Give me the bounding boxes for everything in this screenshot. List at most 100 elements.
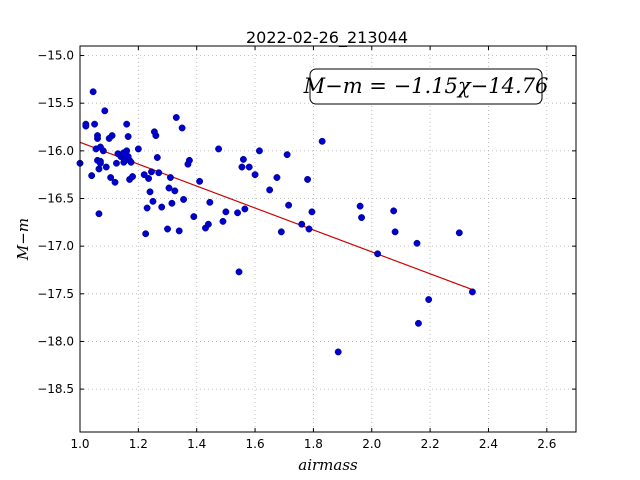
data-point bbox=[175, 227, 183, 235]
data-point bbox=[158, 203, 166, 211]
data-point bbox=[206, 198, 214, 206]
data-point bbox=[123, 147, 131, 155]
fit-annotation: M−m = −1.15χ−14.76 bbox=[303, 68, 548, 105]
data-point bbox=[142, 230, 150, 238]
y-tick-label: −18.5 bbox=[37, 382, 74, 396]
data-points bbox=[76, 88, 476, 356]
data-point bbox=[180, 195, 188, 203]
data-point bbox=[89, 88, 97, 96]
data-point bbox=[124, 133, 132, 140]
data-point bbox=[277, 228, 285, 236]
data-point bbox=[358, 214, 366, 222]
data-point bbox=[145, 175, 153, 182]
data-point bbox=[168, 199, 176, 207]
x-tick-label: 1.2 bbox=[129, 437, 148, 451]
data-point bbox=[413, 239, 421, 247]
data-point bbox=[196, 177, 204, 185]
data-point bbox=[215, 145, 223, 153]
annotation-box bbox=[309, 68, 543, 105]
data-point bbox=[178, 124, 186, 132]
y-tick-label: −15.5 bbox=[37, 96, 74, 110]
data-point bbox=[113, 159, 120, 167]
data-point bbox=[245, 163, 253, 171]
data-point bbox=[102, 163, 110, 171]
data-point bbox=[127, 158, 135, 166]
x-tick-label: 2.2 bbox=[421, 437, 440, 451]
data-point bbox=[82, 122, 90, 130]
data-point bbox=[235, 268, 243, 276]
data-point bbox=[219, 217, 227, 225]
data-point bbox=[425, 296, 433, 303]
data-point bbox=[143, 204, 151, 212]
data-point bbox=[255, 147, 263, 155]
data-point bbox=[94, 134, 101, 142]
data-point bbox=[190, 213, 198, 221]
axis-ticks: 1.0 1.2 1.4 1.6 1.8 2.0 2.2 2.4 2.6 −15.0 −15.5 −16… bbox=[37, 46, 576, 451]
data-point bbox=[101, 107, 109, 115]
data-point bbox=[374, 250, 382, 258]
data-point bbox=[185, 156, 193, 164]
x-tick-label: 1.8 bbox=[304, 437, 323, 451]
data-point bbox=[251, 171, 259, 179]
data-point bbox=[283, 151, 291, 159]
data-point bbox=[266, 186, 274, 194]
data-point bbox=[95, 210, 103, 218]
data-point bbox=[140, 171, 148, 179]
y-tick-label: −16.0 bbox=[37, 144, 74, 158]
x-tick-label: 1.0 bbox=[70, 437, 89, 451]
data-point bbox=[153, 154, 161, 161]
data-point bbox=[172, 114, 180, 121]
chart-title: 2022-02-26_213044 bbox=[246, 28, 408, 48]
data-point bbox=[164, 225, 171, 233]
y-tick-label: −18.0 bbox=[37, 334, 74, 348]
data-point bbox=[273, 174, 281, 181]
data-point bbox=[414, 319, 422, 327]
data-point bbox=[108, 132, 116, 140]
data-point bbox=[285, 201, 293, 209]
data-point bbox=[304, 175, 312, 183]
data-point bbox=[238, 163, 246, 171]
x-axis-label: airmass bbox=[298, 456, 358, 474]
data-point bbox=[305, 225, 313, 233]
data-point bbox=[123, 120, 131, 128]
data-point bbox=[134, 145, 142, 153]
data-point bbox=[171, 187, 179, 195]
data-point bbox=[165, 184, 173, 192]
data-point bbox=[204, 220, 212, 228]
data-point bbox=[334, 348, 342, 356]
data-point bbox=[95, 165, 103, 173]
data-point bbox=[356, 202, 364, 210]
y-tick-label: −16.5 bbox=[37, 191, 74, 205]
data-point bbox=[148, 168, 155, 176]
data-point bbox=[468, 288, 476, 296]
x-tick-label: 1.6 bbox=[246, 437, 265, 451]
data-point bbox=[166, 174, 174, 181]
data-point bbox=[391, 228, 399, 236]
data-point bbox=[318, 137, 326, 145]
data-point bbox=[91, 120, 99, 128]
data-point bbox=[149, 197, 157, 205]
data-point bbox=[99, 147, 107, 155]
data-point bbox=[239, 155, 247, 163]
x-tick-label: 2.0 bbox=[362, 437, 381, 451]
x-tick-label: 2.4 bbox=[479, 437, 498, 451]
data-point bbox=[152, 132, 160, 140]
fit-line bbox=[79, 141, 475, 291]
plot-frame bbox=[79, 45, 577, 433]
data-point bbox=[146, 188, 154, 196]
x-tick-label: 2.6 bbox=[537, 437, 556, 451]
data-point bbox=[111, 178, 119, 186]
data-point bbox=[88, 172, 96, 180]
data-point bbox=[107, 174, 115, 181]
data-point bbox=[96, 159, 104, 167]
x-tick-label: 1.4 bbox=[187, 437, 206, 451]
data-point bbox=[390, 207, 398, 215]
data-point bbox=[129, 173, 136, 181]
data-point bbox=[308, 208, 316, 216]
y-tick-label: −17.0 bbox=[37, 239, 74, 253]
data-point bbox=[234, 209, 242, 217]
data-point bbox=[241, 205, 249, 213]
y-axis-label: M−m bbox=[14, 218, 32, 261]
data-point bbox=[155, 169, 163, 177]
